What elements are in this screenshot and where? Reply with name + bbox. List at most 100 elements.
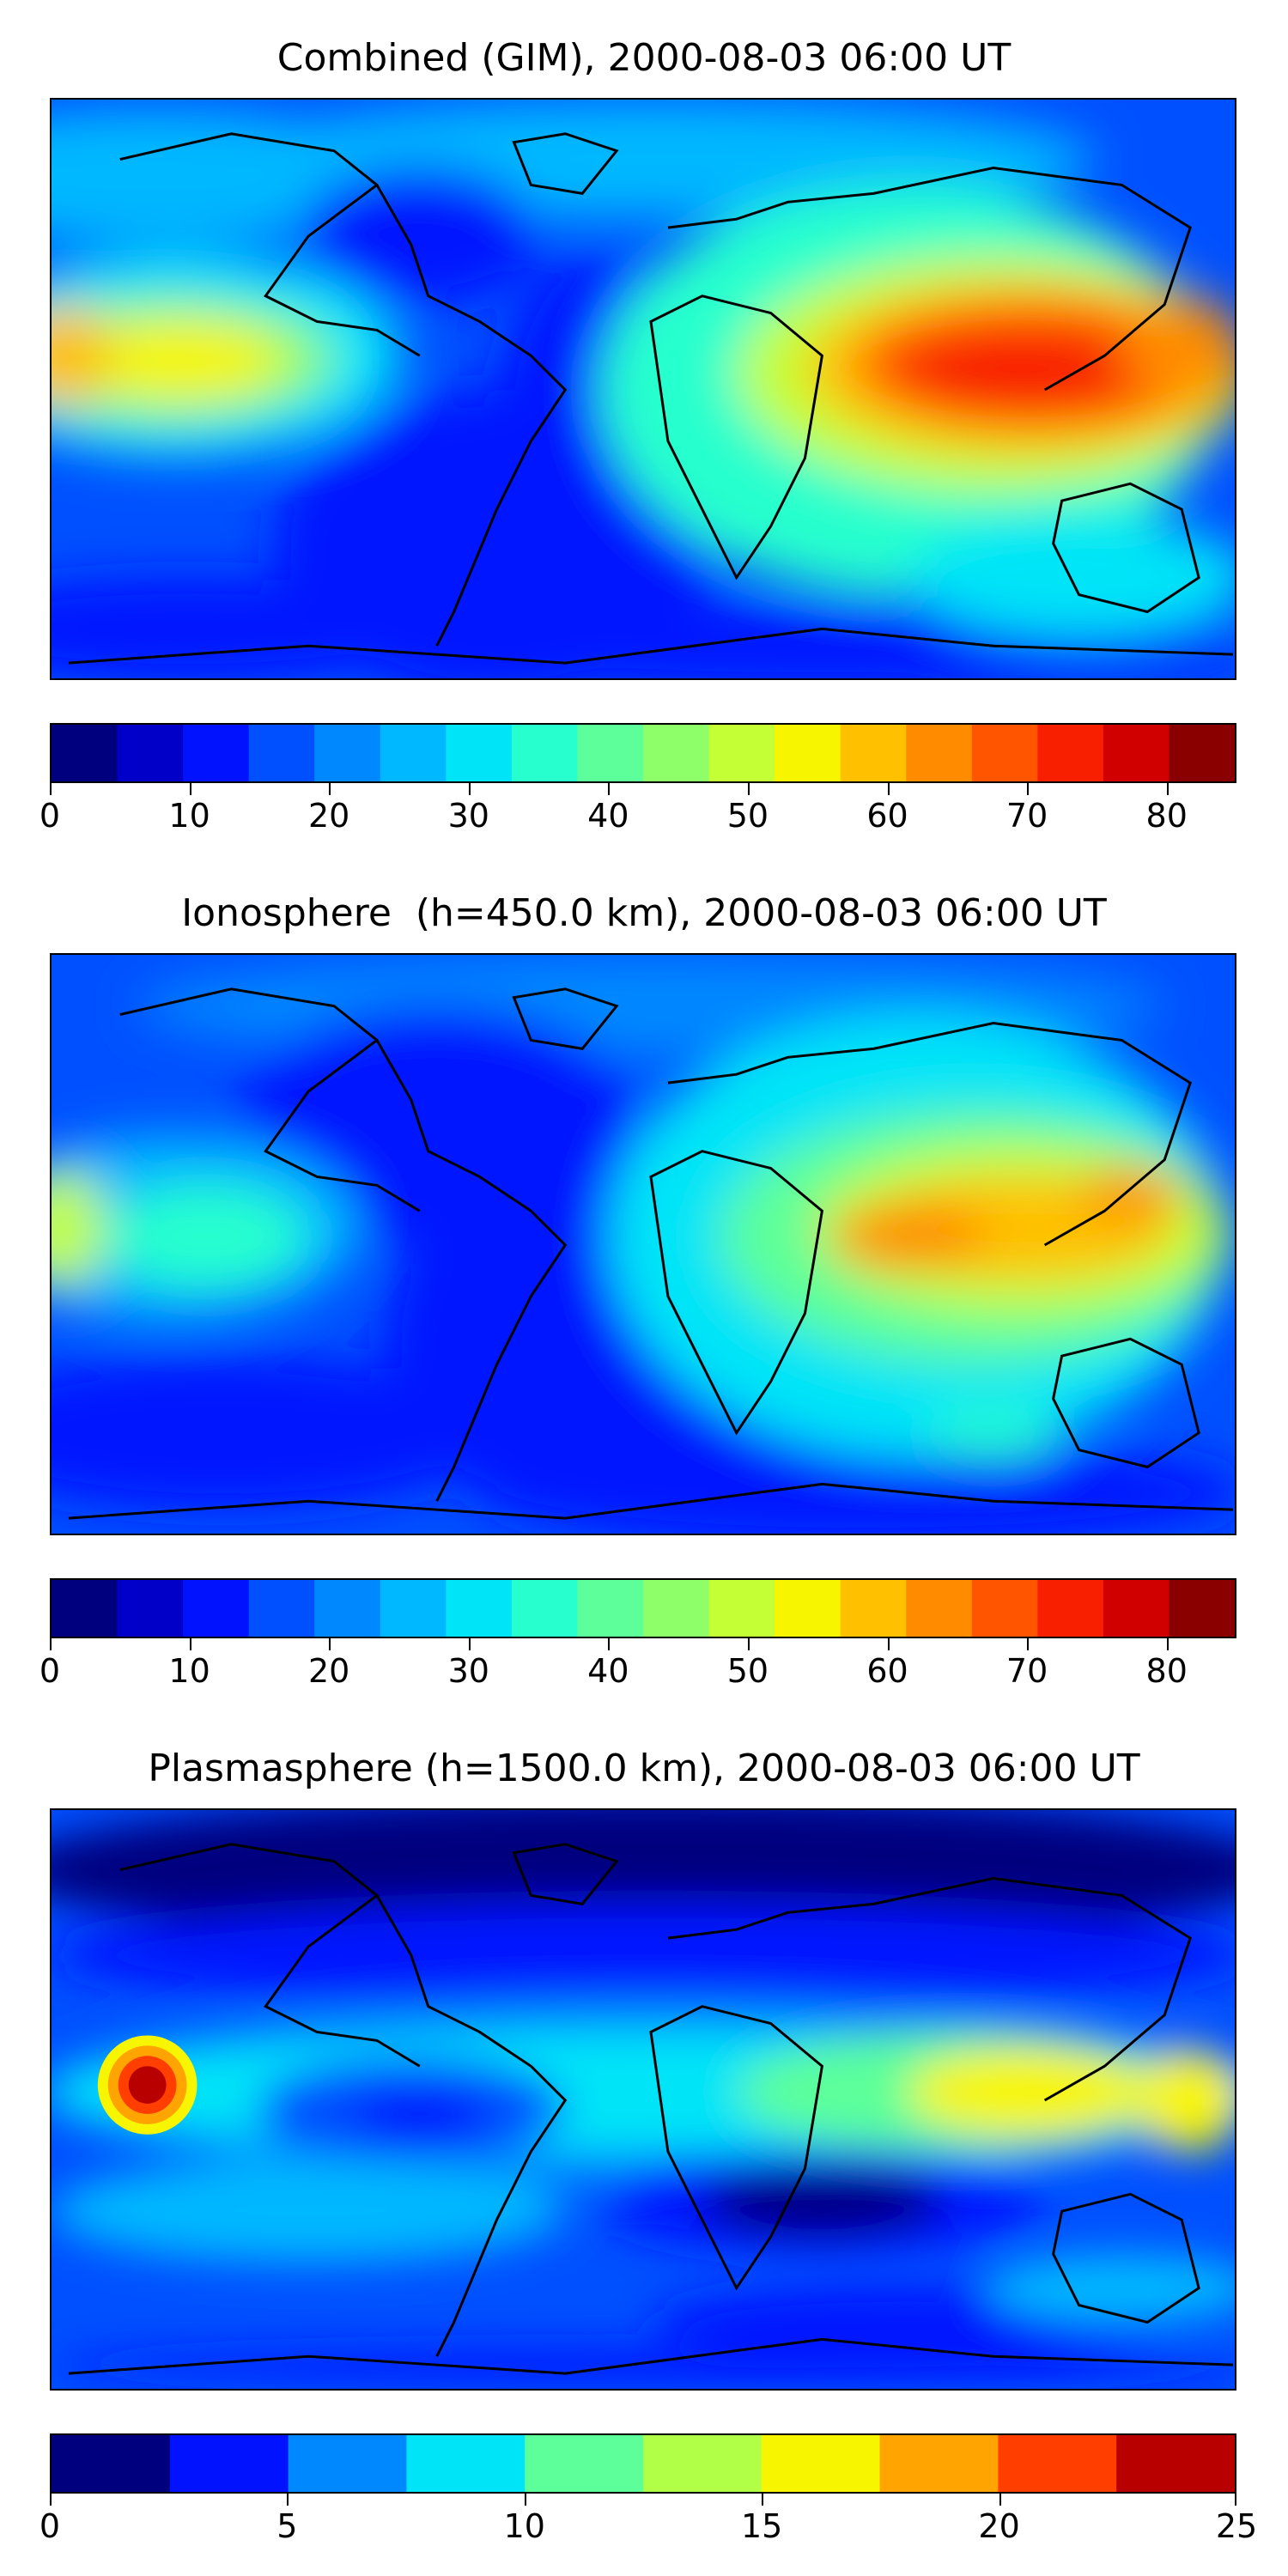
colorbar-swatch: [52, 1580, 118, 1637]
colorbar-tick-mark: [189, 783, 191, 795]
colorbar-tick-mark: [524, 2494, 526, 2506]
panel-1-colorbar: [50, 723, 1236, 783]
colorbar-swatch: [117, 1580, 184, 1637]
colorbar-tick-label: 30: [447, 797, 489, 835]
panel-3-colorbar-swatches: [52, 2435, 1235, 2492]
colorbar-swatch: [1116, 2435, 1235, 2492]
colorbar-tick-mark: [1166, 1638, 1169, 1650]
colorbar-tick-mark: [1166, 783, 1169, 795]
colorbar-tick-label: 80: [1145, 797, 1188, 835]
colorbar-tick-label: 0: [39, 1652, 61, 1690]
colorbar-tick-label: 15: [741, 2507, 783, 2545]
colorbar-tick-mark: [468, 1638, 471, 1650]
panel-3-title: Plasmasphere (h=1500.0 km), 2000-08-03 0…: [148, 1747, 1140, 1790]
colorbar-tick-label: 10: [168, 797, 210, 835]
panel-1-heatmap: [52, 100, 1235, 678]
colorbar-swatch: [577, 1580, 644, 1637]
colorbar-swatch: [708, 1580, 775, 1637]
colorbar-swatch: [879, 2435, 999, 2492]
colorbar-tick-mark: [287, 2494, 289, 2506]
panel-2-title: Ionosphere (h=450.0 km), 2000-08-03 06:0…: [181, 891, 1107, 935]
colorbar-swatch: [971, 725, 1038, 781]
colorbar-tick-label: 60: [866, 797, 908, 835]
colorbar-tick-mark: [762, 2494, 764, 2506]
colorbar-tick-mark: [887, 783, 890, 795]
colorbar-swatch: [761, 2435, 881, 2492]
colorbar-swatch: [248, 725, 315, 781]
colorbar-swatch: [1037, 725, 1104, 781]
colorbar-tick-label: 60: [866, 1652, 908, 1690]
panel-2-heatmap: [52, 955, 1235, 1534]
colorbar-swatch: [288, 2435, 407, 2492]
colorbar-tick-mark: [999, 2494, 1001, 2506]
panel-3-coastlines: [68, 1843, 1234, 2375]
colorbar-tick-label: 20: [307, 797, 350, 835]
colorbar-tick-mark: [1027, 1638, 1030, 1650]
colorbar-swatch: [1169, 725, 1235, 781]
colorbar-tick-mark: [468, 783, 471, 795]
colorbar-swatch: [906, 725, 973, 781]
colorbar-tick-label: 50: [726, 797, 769, 835]
colorbar-swatch: [577, 725, 644, 781]
colorbar-tick-mark: [189, 1638, 191, 1650]
colorbar-swatch: [183, 1580, 250, 1637]
colorbar-swatch: [446, 725, 513, 781]
panel-3-map: [50, 1808, 1236, 2391]
colorbar-tick-label: 25: [1215, 2507, 1258, 2545]
panel-2-colorbar: [50, 1578, 1236, 1638]
colorbar-swatch: [314, 1580, 381, 1637]
colorbar-swatch: [169, 2435, 289, 2492]
colorbar-swatch: [643, 2435, 762, 2492]
colorbar-tick-label: 10: [503, 2507, 545, 2545]
colorbar-swatch: [971, 1580, 1038, 1637]
colorbar-tick-label: 70: [1005, 1652, 1048, 1690]
colorbar-tick-mark: [887, 1638, 890, 1650]
colorbar-swatch: [775, 1580, 841, 1637]
colorbar-tick-mark: [50, 2494, 52, 2506]
colorbar-swatch: [906, 1580, 973, 1637]
colorbar-tick-label: 0: [39, 797, 61, 835]
colorbar-swatch: [380, 1580, 447, 1637]
panel-2-colorbar-swatches: [52, 1580, 1235, 1637]
panel-2-map: [50, 953, 1236, 1535]
panel-3-colorbar: [50, 2433, 1236, 2494]
colorbar-tick-label: 70: [1005, 797, 1048, 835]
colorbar-tick-mark: [608, 1638, 611, 1650]
colorbar-swatch: [775, 725, 841, 781]
colorbar-tick-mark: [747, 1638, 750, 1650]
colorbar-tick-mark: [50, 783, 52, 795]
colorbar-swatch: [511, 1580, 578, 1637]
colorbar-tick-mark: [50, 1638, 52, 1650]
colorbar-tick-label: 20: [307, 1652, 350, 1690]
colorbar-tick-label: 40: [587, 797, 629, 835]
colorbar-tick-label: 40: [587, 1652, 629, 1690]
colorbar-swatch: [248, 1580, 315, 1637]
panel-3-hotspot: [97, 2035, 197, 2135]
colorbar-tick-label: 20: [978, 2507, 1020, 2545]
colorbar-tick-label: 30: [447, 1652, 489, 1690]
colorbar-swatch: [643, 1580, 710, 1637]
colorbar-tick-mark: [747, 783, 750, 795]
colorbar-swatch: [314, 725, 381, 781]
colorbar-swatch: [52, 2435, 171, 2492]
colorbar-swatch: [840, 725, 907, 781]
colorbar-tick-mark: [1027, 783, 1030, 795]
panel-1-coastlines: [68, 132, 1234, 665]
panel-1-map: [50, 98, 1236, 680]
colorbar-swatch: [1037, 1580, 1104, 1637]
colorbar-swatch: [643, 725, 710, 781]
colorbar-tick-label: 50: [726, 1652, 769, 1690]
colorbar-tick-mark: [329, 783, 331, 795]
colorbar-swatch: [117, 725, 184, 781]
colorbar-tick-label: 10: [168, 1652, 210, 1690]
panel-2-colorbar-ticks: 0 10 20 30 40 50 60 70 80: [39, 1638, 1236, 1690]
panel-1-colorbar-swatches: [52, 725, 1235, 781]
colorbar-swatch: [525, 2435, 644, 2492]
colorbar-swatch: [840, 1580, 907, 1637]
panel-2-coastlines: [68, 987, 1234, 1520]
colorbar-swatch: [380, 725, 447, 781]
colorbar-tick-label: 5: [276, 2507, 298, 2545]
colorbar-swatch: [1103, 725, 1170, 781]
panel-1-title: Combined (GIM), 2000-08-03 06:00 UT: [276, 36, 1012, 80]
panel-3-colorbar-ticks: 0 5 10 15 20 25: [39, 2494, 1257, 2545]
